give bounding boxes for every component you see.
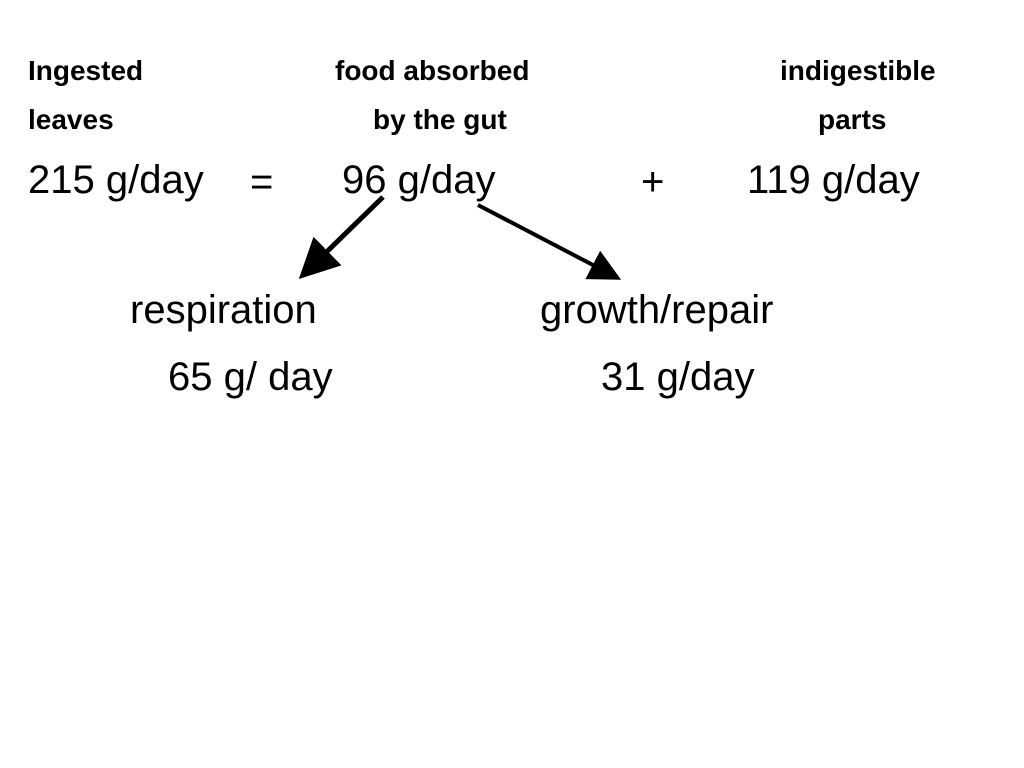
arrow [298,195,385,279]
heading: by the gut [373,104,507,135]
heading: parts [818,104,886,135]
branch-label: growth/repair [540,288,773,332]
amount: 215 g/day [28,158,204,202]
arrow [477,203,622,280]
branch-amount: 31 g/day [601,355,754,399]
heading: leaves [28,104,114,135]
heading: food absorbed [335,55,529,86]
branch-label: respiration [130,288,317,332]
heading: Ingested [28,55,143,86]
operator: + [641,160,664,204]
heading: indigestible [780,55,936,86]
amount: 96 g/day [342,158,495,202]
amount: 119 g/day [747,158,920,202]
operator: = [250,160,273,204]
branch-amount: 65 g/ day [168,355,333,399]
